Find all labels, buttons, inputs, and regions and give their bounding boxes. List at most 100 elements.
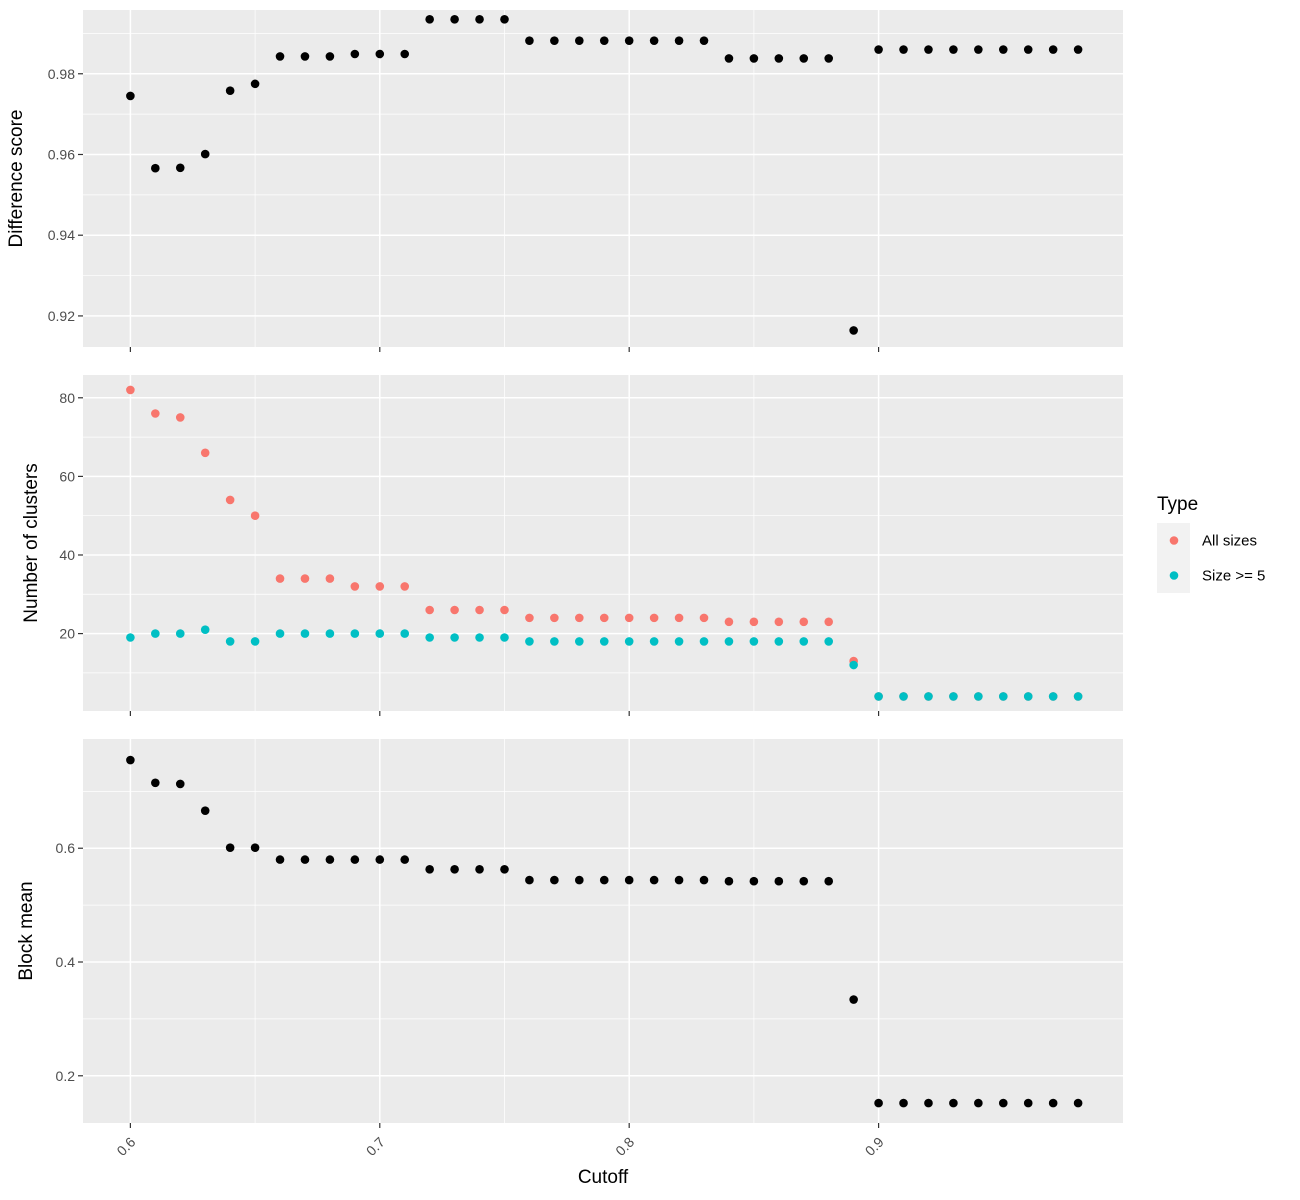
data-point: [350, 49, 360, 59]
data-point: [475, 14, 484, 24]
data-point: [550, 613, 559, 623]
data-point: [126, 91, 135, 101]
legend-key-dot: [1169, 571, 1179, 580]
x-tick-label: 0.8: [612, 1134, 637, 1159]
data-point: [275, 574, 285, 583]
y-tick-label: 80: [59, 390, 75, 406]
data-point: [799, 637, 809, 646]
series-1: [126, 755, 1083, 1108]
y-tick-label: 0.96: [48, 146, 75, 162]
data-point: [425, 14, 434, 24]
data-point: [624, 36, 634, 45]
data-point: [450, 864, 459, 874]
data-point: [599, 613, 609, 623]
data-point: [175, 163, 185, 173]
data-point: [974, 1098, 983, 1108]
data-point: [1048, 692, 1058, 701]
data-point: [974, 692, 983, 701]
x-tick-label: 0.7: [363, 1134, 388, 1159]
data-point: [350, 855, 360, 864]
data-point: [525, 36, 534, 45]
data-point: [998, 1098, 1008, 1108]
data-point: [300, 574, 310, 583]
data-point: [151, 778, 160, 788]
data-point: [275, 855, 285, 864]
data-point: [250, 637, 260, 646]
data-point: [575, 613, 584, 623]
data-point: [924, 1098, 933, 1108]
data-point: [450, 14, 459, 24]
data-point: [1048, 1098, 1058, 1108]
y-axis-title: Number of clusters: [21, 463, 42, 622]
data-point: [200, 806, 210, 815]
data-point: [649, 875, 659, 885]
data-point: [225, 86, 235, 96]
data-point: [175, 413, 185, 422]
data-point: [824, 617, 834, 627]
y-tick-label: 60: [59, 468, 75, 484]
y-axis-title: Block mean: [16, 881, 37, 980]
data-point: [749, 54, 759, 63]
panel-1: 0.92 0.94 0.96 0.98 Difference score: [6, 10, 1123, 352]
data-point: [1023, 692, 1033, 701]
legend-label: All sizes: [1202, 533, 1257, 550]
data-point: [275, 629, 285, 638]
data-point: [550, 637, 559, 646]
data-point: [200, 448, 210, 458]
data-point: [500, 14, 509, 24]
data-point: [126, 633, 135, 642]
data-point: [250, 79, 260, 89]
data-point: [998, 692, 1008, 701]
data-point: [225, 843, 235, 852]
series-1: [126, 385, 1083, 701]
data-point: [550, 36, 559, 45]
y-tick-label: 40: [59, 547, 75, 563]
data-point: [674, 613, 684, 623]
y-axis-title: Difference score: [6, 110, 27, 248]
data-point: [575, 637, 584, 646]
data-point: [300, 629, 310, 638]
data-point: [550, 875, 559, 885]
y-tick-label: 0.6: [56, 840, 76, 856]
data-point: [1073, 45, 1083, 54]
data-point: [849, 660, 858, 670]
data-point: [599, 637, 609, 646]
data-point: [849, 995, 858, 1004]
data-point: [500, 864, 509, 874]
data-point: [624, 613, 634, 623]
data-point: [225, 495, 235, 505]
data-point: [450, 605, 459, 615]
data-point: [250, 843, 260, 852]
data-point: [924, 692, 933, 701]
data-point: [425, 864, 434, 874]
data-point: [749, 617, 759, 627]
data-point: [649, 637, 659, 646]
data-point: [300, 52, 310, 61]
panel-2: 20 40 60 80 Number of clusters: [21, 375, 1123, 716]
data-point: [300, 855, 310, 864]
data-point: [949, 45, 958, 54]
data-point: [599, 36, 609, 45]
data-point: [200, 625, 210, 634]
legend-label: Size >= 5: [1202, 568, 1265, 585]
data-point: [375, 855, 385, 864]
y-tick-label: 0.2: [56, 1068, 76, 1084]
data-point: [674, 36, 684, 45]
legend-key-dot: [1169, 536, 1179, 545]
data-point: [974, 45, 983, 54]
data-point: [325, 629, 335, 638]
data-point: [525, 637, 534, 646]
data-point: [1048, 45, 1058, 54]
data-point: [175, 779, 185, 789]
y-tick-label: 0.92: [48, 308, 75, 324]
legend: Type All sizes Size >= 5: [1157, 494, 1265, 593]
data-point: [425, 633, 434, 642]
data-point: [1073, 1098, 1083, 1108]
data-point: [275, 52, 285, 61]
data-point: [699, 613, 709, 623]
data-point: [475, 633, 484, 642]
data-point: [674, 875, 684, 885]
data-point: [200, 149, 210, 159]
data-point: [874, 45, 883, 54]
